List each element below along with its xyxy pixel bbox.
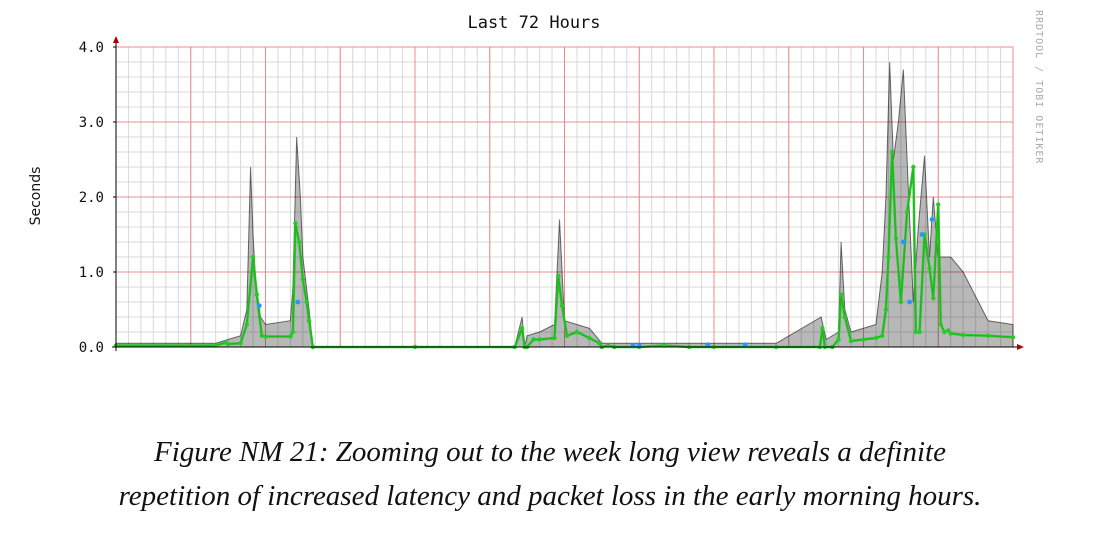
axes — [112, 36, 1024, 351]
y-tick-labels: 0.0 1.0 2.0 3.0 4.0 — [79, 40, 104, 356]
median-point — [913, 329, 919, 335]
median-point — [942, 329, 947, 335]
median-point — [848, 338, 854, 344]
smoke-area — [115, 61, 1014, 348]
loss-point — [900, 239, 906, 245]
y-tick-label: 1.0 — [79, 265, 104, 281]
median-point — [985, 333, 991, 338]
loss-point — [907, 299, 912, 305]
x-axis-arrow — [1017, 344, 1024, 350]
median-point — [300, 277, 306, 282]
y-axis-label: Seconds — [28, 167, 44, 226]
median-point — [938, 322, 943, 327]
median-point — [911, 164, 916, 170]
median-point — [556, 273, 561, 278]
median-point — [263, 334, 268, 339]
median-point — [904, 209, 910, 215]
median-point — [519, 326, 525, 331]
median-point — [304, 299, 309, 305]
median-point — [290, 329, 296, 335]
median-point — [531, 337, 536, 342]
median-point — [254, 292, 259, 297]
median-point — [238, 341, 243, 346]
rrdtool-watermark: RRDTOOL / TOBI OETIKER — [1033, 10, 1044, 164]
y-tick-label: 0.0 — [79, 340, 104, 356]
median-point — [820, 326, 825, 331]
median-point — [879, 333, 885, 338]
loss-point — [295, 299, 301, 305]
loss-point — [742, 342, 748, 348]
median-point — [917, 329, 922, 335]
loss-point — [705, 342, 711, 348]
median-point — [889, 149, 895, 155]
loss-point — [919, 232, 925, 237]
caption-line-2: repetition of increased latency and pack… — [118, 480, 982, 512]
median-point — [288, 334, 293, 339]
median-point — [296, 239, 302, 245]
median-point — [936, 202, 941, 207]
figure-caption: Figure NM 21: Zooming out to the week lo… — [20, 430, 1080, 518]
median-point — [931, 296, 936, 301]
y-axis-arrow — [113, 36, 119, 43]
median-point — [250, 254, 256, 260]
median-point — [927, 266, 932, 271]
loss-point — [256, 303, 262, 309]
median-point — [564, 333, 570, 338]
median-point — [552, 335, 557, 341]
median-point — [886, 254, 891, 260]
median-point — [1010, 335, 1016, 340]
median-point — [948, 331, 953, 336]
y-tick-label: 2.0 — [79, 190, 104, 206]
median-point — [893, 236, 899, 241]
chart-title: Last 72 Hours — [467, 13, 600, 33]
y-tick-label: 3.0 — [79, 115, 104, 131]
median-point — [873, 335, 879, 341]
median-point — [883, 307, 889, 312]
median-point — [836, 337, 841, 342]
median-point — [225, 341, 231, 347]
latency-chart: Last 72 Hours Seconds RRDTOOL / TOBI OET… — [28, 10, 1044, 356]
median-point — [559, 303, 565, 308]
median-point — [306, 318, 312, 323]
median-point — [537, 337, 542, 342]
y-tick-label: 4.0 — [79, 40, 104, 56]
median-point — [842, 314, 848, 320]
median-point — [574, 329, 580, 335]
smoke-series — [115, 61, 1014, 348]
median-point — [946, 328, 951, 333]
median-point — [259, 333, 264, 338]
caption-line-1: Figure NM 21: Zooming out to the week lo… — [154, 436, 946, 468]
median-point — [861, 337, 866, 342]
median-point — [244, 322, 250, 327]
loss-point — [929, 217, 935, 222]
median-point — [587, 335, 592, 341]
loss-markers — [256, 217, 935, 348]
median-point — [898, 299, 904, 305]
median-point — [960, 332, 966, 338]
median-point — [597, 341, 602, 346]
median-point — [293, 221, 298, 226]
median-point — [838, 292, 844, 297]
